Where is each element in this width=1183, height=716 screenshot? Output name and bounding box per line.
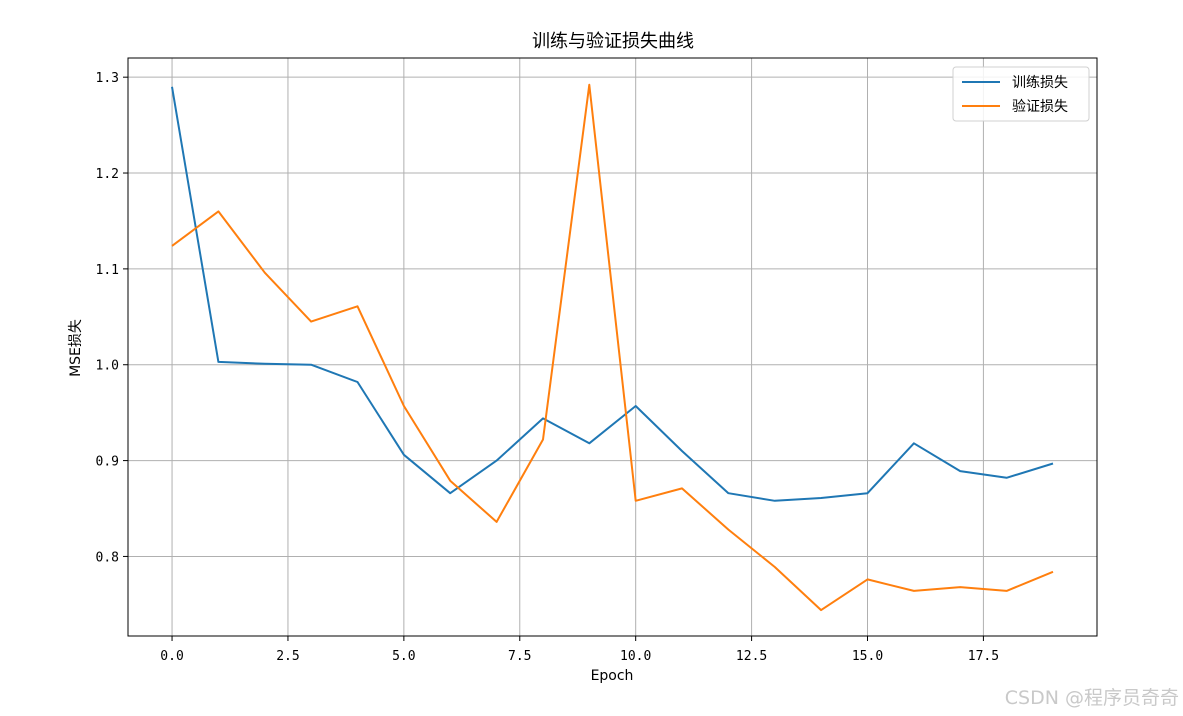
x-tick-label: 2.5 (276, 649, 299, 664)
x-tick-label: 0.0 (160, 649, 183, 664)
y-tick-label: 1.1 (96, 263, 119, 278)
x-axis: 0.0 2.5 5.0 7.5 10.0 12.5 15.0 17.5 (160, 636, 999, 664)
y-axis: 0.8 0.9 1.0 1.1 1.2 1.3 (96, 71, 128, 565)
series-line-0 (171, 86, 1054, 502)
legend-label: 训练损失 (1012, 75, 1068, 91)
y-tick-label: 1.0 (96, 359, 119, 374)
grid (128, 58, 1097, 636)
y-tick-label: 1.3 (96, 71, 119, 86)
x-tick-label: 5.0 (392, 649, 415, 664)
legend-label: 验证损失 (1012, 99, 1068, 115)
series-line-1 (171, 83, 1054, 612)
y-tick-label: 0.9 (96, 455, 119, 470)
x-axis-label: Epoch (591, 668, 634, 684)
x-tick-label: 15.0 (852, 649, 883, 664)
x-tick-label: 10.0 (620, 649, 651, 664)
y-tick-label: 0.8 (96, 550, 119, 565)
x-tick-label: 7.5 (508, 649, 531, 664)
chart-title: 训练与验证损失曲线 (532, 31, 694, 52)
x-tick-label: 17.5 (968, 649, 999, 664)
y-tick-label: 1.2 (96, 167, 119, 182)
watermark-text: CSDN @程序员奇奇 (1005, 687, 1179, 709)
legend-box (952, 66, 1090, 122)
series-lines (171, 83, 1054, 612)
y-axis-label: MSE损失 (68, 319, 84, 377)
x-tick-label: 12.5 (736, 649, 767, 664)
plot-frame (127, 57, 1098, 637)
